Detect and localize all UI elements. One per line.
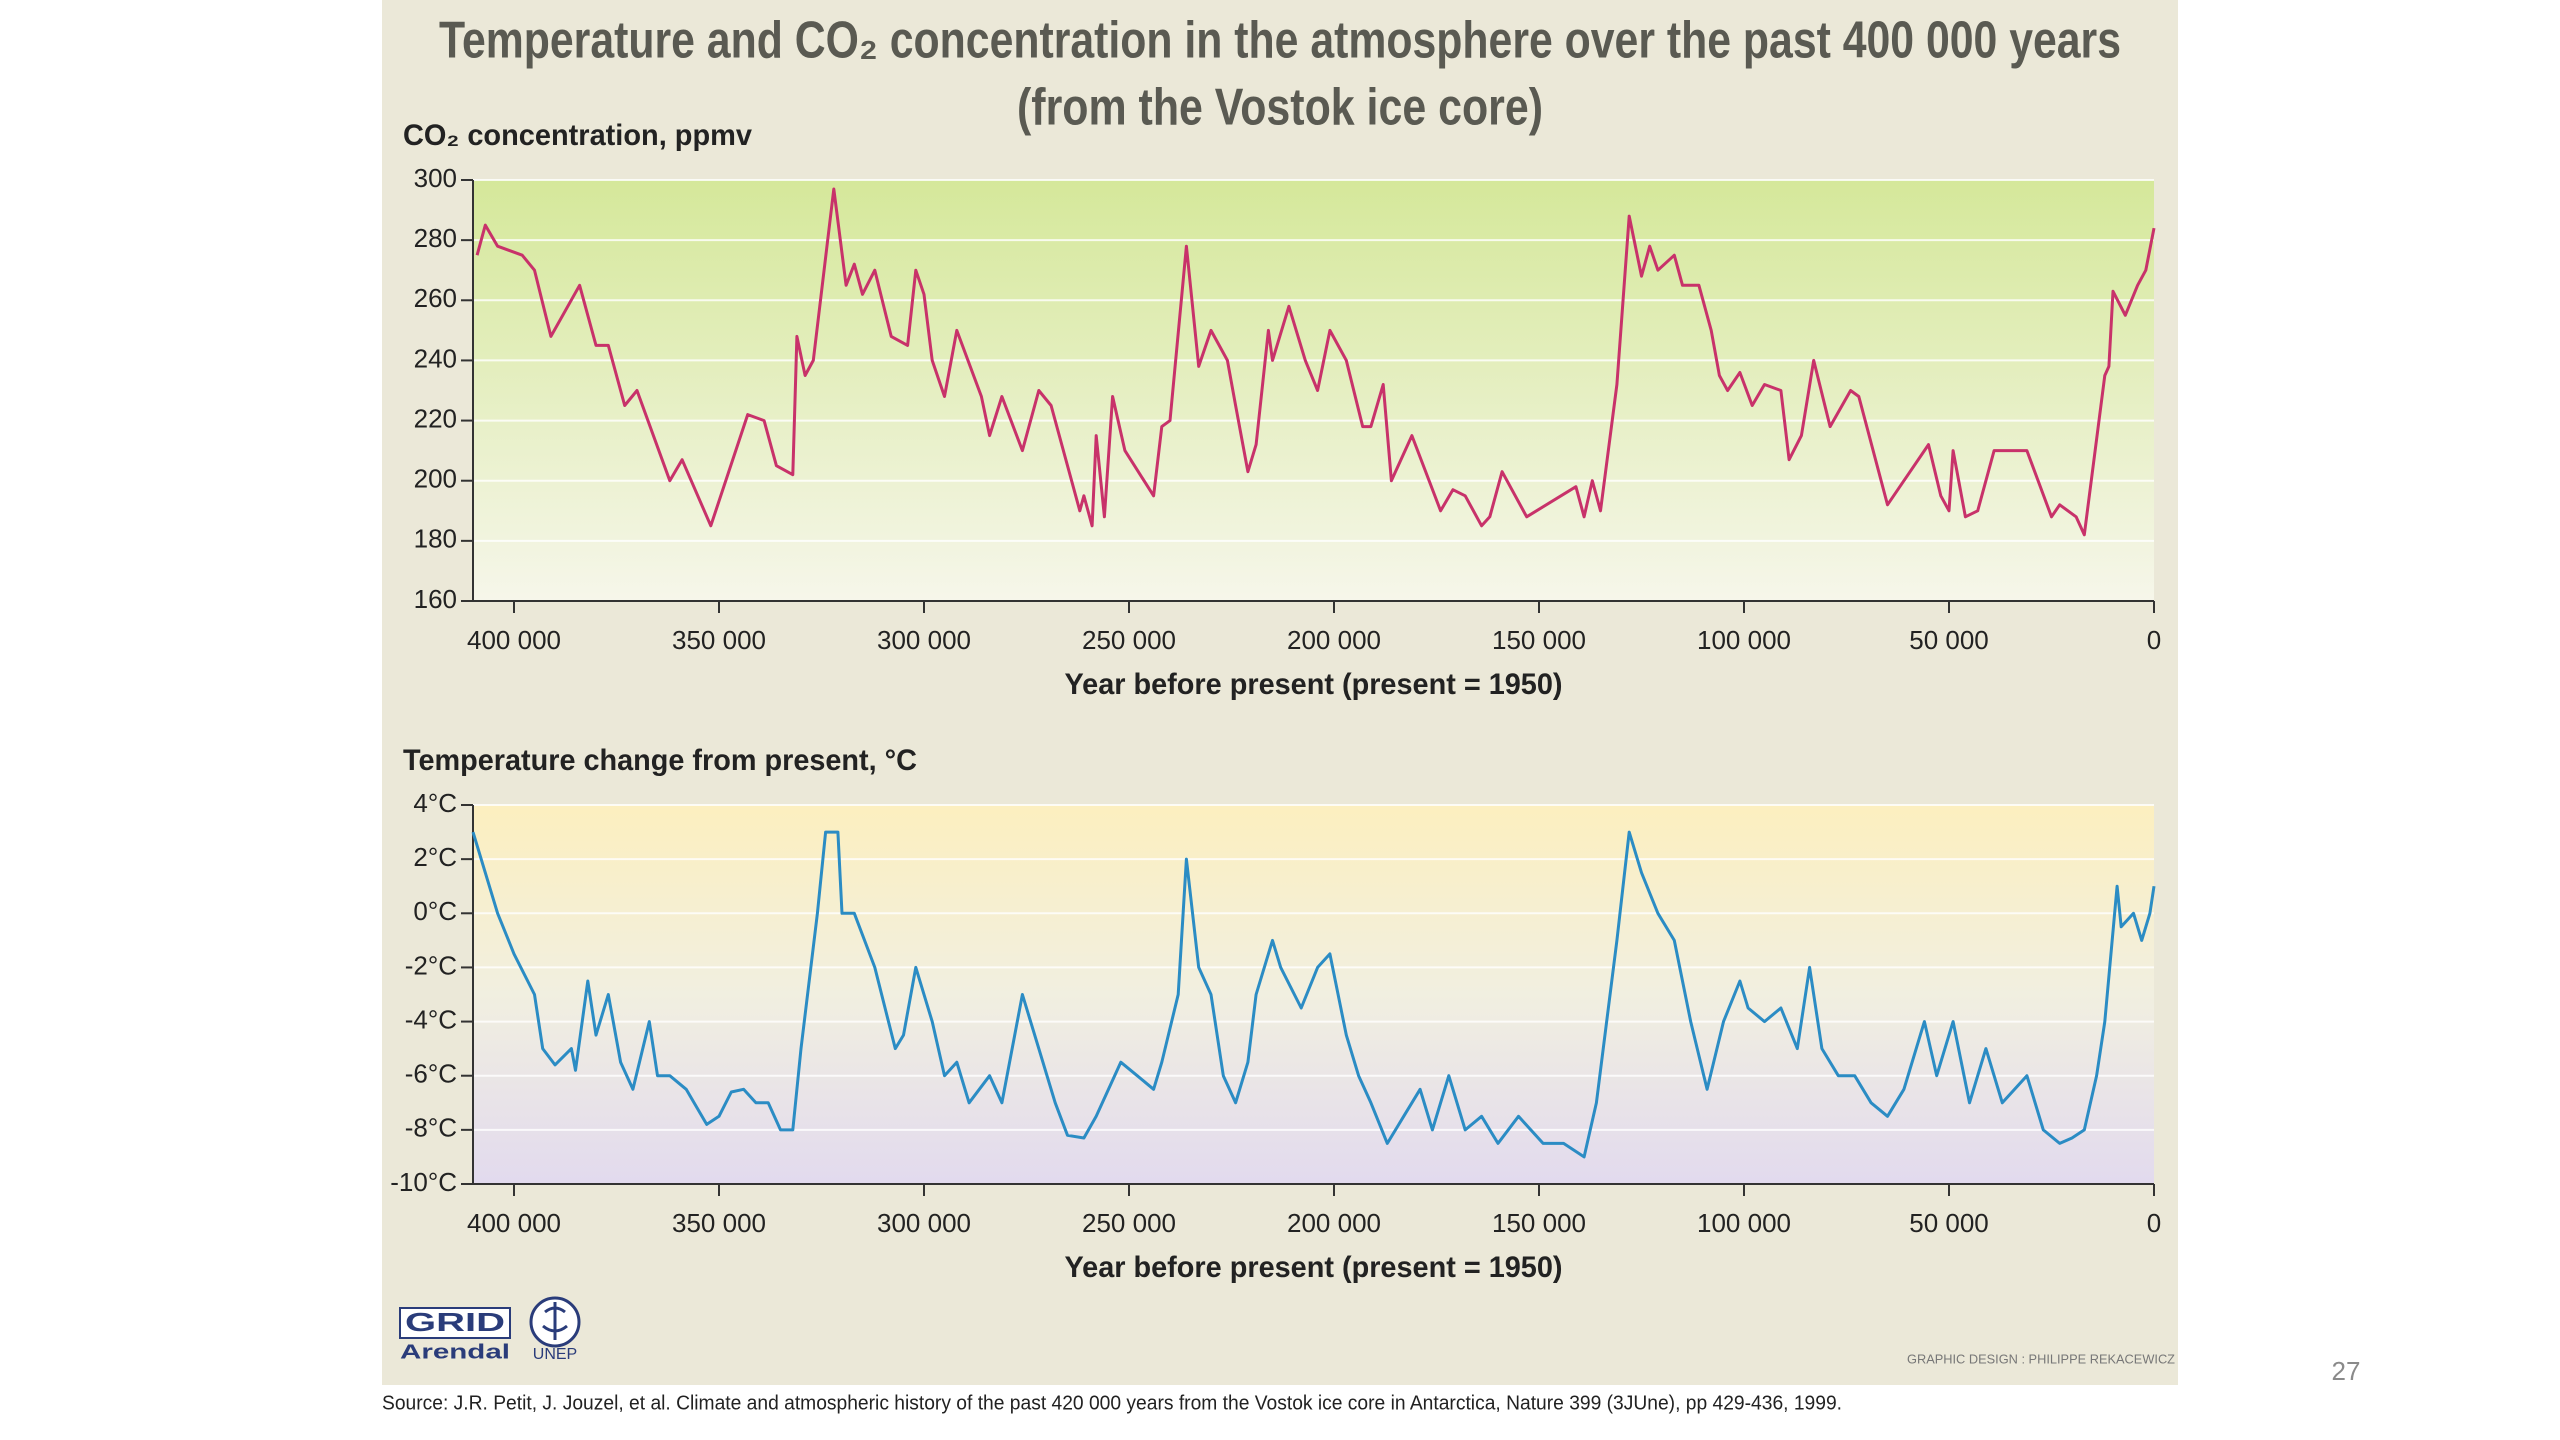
logo-grid: GRID [405,1307,505,1337]
y-tick-label: 160 [414,584,457,614]
chart: 160 180 200 220 240 260 280 300 400 000 350 000 30… [403,119,2161,701]
x-tick-label: 350 000 [672,1208,766,1238]
x-tick-label: 150 000 [1492,625,1586,655]
y-tick-label: 240 [414,343,457,373]
x-tick-label: 200 000 [1287,1208,1381,1238]
data-line [475,187,2156,537]
y-tick-label: -2°C [405,950,457,980]
x-tick-label: 50 000 [1909,1208,1989,1238]
x-tick-label: 100 000 [1697,625,1791,655]
y-tick-label: -6°C [405,1059,457,1089]
y-axis-title: CO₂ concentration, ppmv [403,119,752,152]
x-tick-label: 400 000 [467,1208,561,1238]
y-tick-label: -4°C [405,1004,457,1034]
x-tick-label: 0 [2147,1208,2161,1238]
x-tick-label: 350 000 [672,625,766,655]
main-title: Temperature and CO₂ concentration in the… [439,12,2121,70]
logo-unep: UNEP [533,1346,577,1363]
source: Source: J.R. Petit, J. Jouzel, et al. Cl… [382,1392,1842,1414]
logo-arendal: Arendal [400,1341,510,1363]
x-tick-label: 250 000 [1082,625,1176,655]
logo-box [399,1307,511,1339]
subtitle: (from the Vostok ice core) [1017,79,1543,137]
x-axis-title: Year before present (present = 1950) [1065,668,1563,701]
y-axis-title: Temperature change from present, °C [403,744,917,777]
x-tick-label: 400 000 [467,625,561,655]
x-tick-label: 150 000 [1492,1208,1586,1238]
y-tick-label: 300 [414,163,457,193]
page-number: 27 [2332,1356,2361,1386]
x-tick-label: 100 000 [1697,1208,1791,1238]
x-tick-label: 250 000 [1082,1208,1176,1238]
y-tick-label: 2°C [413,842,457,872]
y-tick-label: 200 [414,464,457,494]
plot-background [473,180,2154,601]
y-tick-label: 180 [414,524,457,554]
logo-unep-mark [542,1302,568,1340]
y-tick-label: 4°C [413,788,457,818]
x-tick-label: 300 000 [877,625,971,655]
chart: -10°C -8°C -6°C -4°C -2°C 0°C 2°C 4°C 400 000 350… [390,744,2161,1284]
y-tick-label: 220 [414,403,457,433]
y-tick-label: 260 [414,283,457,313]
x-tick-label: 300 000 [877,1208,971,1238]
y-tick-label: 280 [414,223,457,253]
y-tick-label: 0°C [413,896,457,926]
data-line [471,830,2156,1159]
y-tick-label: -10°C [390,1167,457,1197]
x-axis-title: Year before present (present = 1950) [1065,1251,1563,1284]
plot-background [473,805,2154,1184]
logo: GRID Arendal UNEP [399,1296,581,1363]
credit: GRAPHIC DESIGN : PHILIPPE REKACEWICZ [1907,1351,2175,1366]
y-tick-label: -8°C [405,1113,457,1143]
x-tick-label: 50 000 [1909,625,1989,655]
x-tick-label: 0 [2147,625,2161,655]
x-tick-label: 200 000 [1287,625,1381,655]
